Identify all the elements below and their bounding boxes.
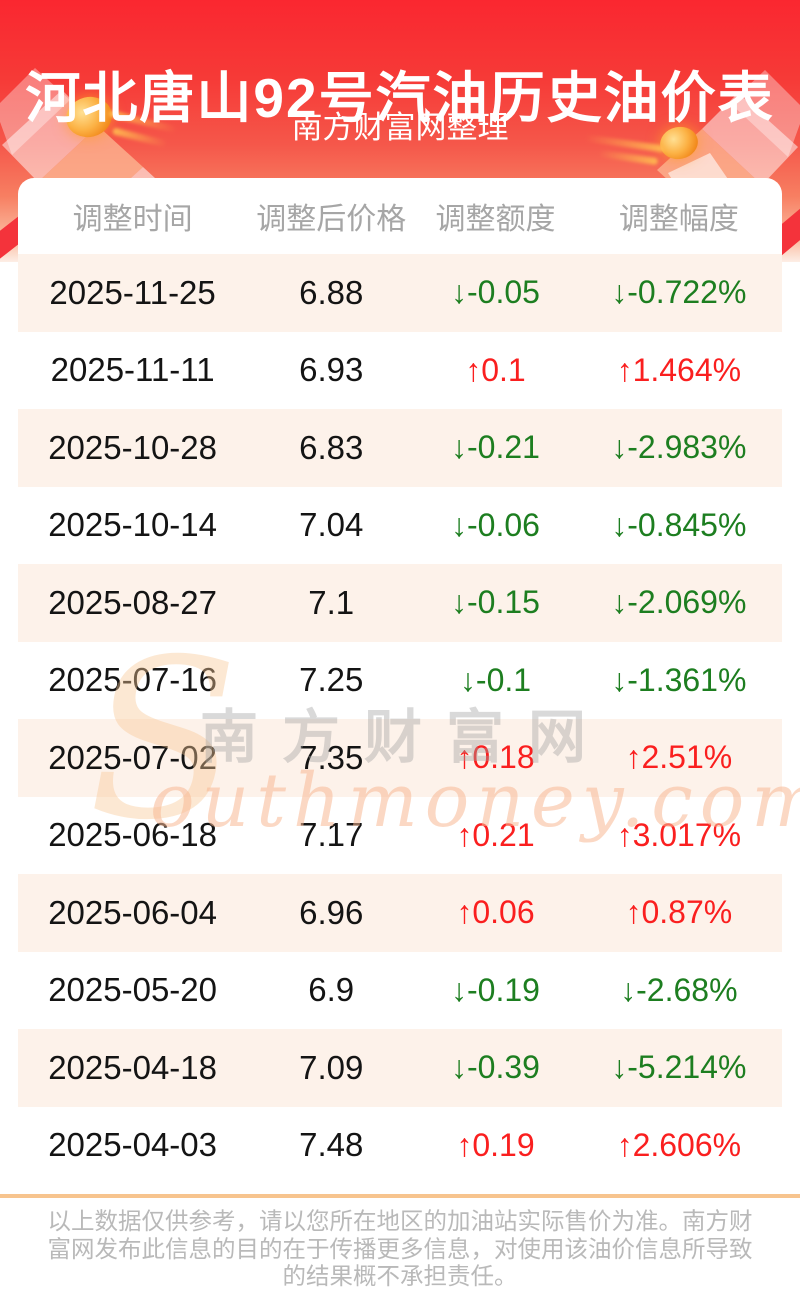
cell-price: 7.09	[299, 1048, 364, 1086]
cell-price: 7.35	[299, 738, 364, 776]
cell-adjust-date: 2025-06-04	[48, 893, 217, 931]
coin-streak-icon	[597, 149, 659, 166]
cell-change-amount: ↑0.1	[465, 351, 526, 388]
cell-adjust-date: 2025-11-25	[49, 273, 216, 311]
cell-change-amount: ↑0.06	[456, 894, 535, 931]
table-row: 2025-06-18 7.17 ↑0.21 ↑3.017%	[18, 797, 782, 875]
cell-price: 7.25	[299, 661, 364, 699]
cell-price: 6.9	[308, 971, 355, 1009]
cell-change-percent: ↑1.464%	[616, 351, 742, 388]
cell-change-amount: ↓-0.1	[459, 661, 532, 698]
cell-change-amount: ↓-0.39	[451, 1049, 540, 1086]
column-header-adjust-range: 调整幅度	[618, 203, 739, 236]
table-row: 2025-10-28 6.83 ↓-0.21 ↓-2.983%	[18, 409, 782, 487]
table-row: 2025-06-04 6.96 ↑0.06 ↑0.87%	[18, 874, 782, 952]
cell-change-amount: ↓-0.06	[451, 506, 540, 543]
cell-adjust-date: 2025-07-16	[48, 661, 217, 699]
cell-change-amount: ↑0.19	[456, 1126, 535, 1163]
cell-change-amount: ↓-0.21	[451, 429, 540, 466]
table-row: 2025-04-18 7.09 ↓-0.39 ↓-5.214%	[18, 1029, 782, 1107]
cell-price: 7.04	[299, 506, 364, 544]
cell-adjust-date: 2025-04-18	[48, 1048, 217, 1086]
table-body: 2025-11-25 6.88 ↓-0.05 ↓-0.722% 2025-11-…	[18, 254, 782, 1184]
cell-change-amount: ↓-0.15	[451, 584, 540, 621]
cell-price: 6.88	[299, 273, 364, 311]
cell-adjust-date: 2025-07-02	[48, 738, 217, 776]
cell-change-percent: ↑0.87%	[625, 894, 733, 931]
table-row: 2025-07-02 7.35 ↑0.18 ↑2.51%	[18, 719, 782, 797]
cell-adjust-date: 2025-10-28	[48, 428, 217, 466]
table-row: 2025-11-11 6.93 ↑0.1 ↑1.464%	[18, 332, 782, 410]
cell-adjust-date: 2025-08-27	[48, 583, 217, 621]
page-subtitle: 南方财富网整理	[291, 110, 509, 145]
cell-change-amount: ↓-0.19	[451, 971, 540, 1008]
table-row: 2025-11-25 6.88 ↓-0.05 ↓-0.722%	[18, 254, 782, 332]
cell-change-percent: ↑2.606%	[616, 1126, 742, 1163]
cell-change-percent: ↑3.017%	[616, 816, 742, 853]
cell-price: 6.96	[299, 893, 364, 931]
column-header-adjust-amount: 调整额度	[435, 203, 556, 236]
table-row: 2025-10-14 7.04 ↓-0.06 ↓-0.845%	[18, 487, 782, 565]
cell-change-percent: ↓-0.845%	[611, 506, 747, 543]
cell-change-percent: ↓-2.68%	[620, 971, 738, 1008]
table-row: 2025-04-03 7.48 ↑0.19 ↑2.606%	[18, 1107, 782, 1185]
cell-price: 6.93	[299, 351, 364, 389]
cell-change-percent: ↓-2.069%	[611, 584, 747, 621]
cell-change-percent: ↓-0.722%	[611, 274, 747, 311]
disclaimer-text: 以上数据仅供参考，请以您所在地区的加油站实际售价为准。南方财富网发布此信息的目的…	[47, 1208, 753, 1289]
table-row: 2025-07-16 7.25 ↓-0.1 ↓-1.361%	[18, 642, 782, 720]
cell-change-percent: ↓-1.361%	[611, 661, 747, 698]
cell-adjust-date: 2025-05-20	[48, 971, 217, 1009]
cell-adjust-date: 2025-10-14	[48, 506, 217, 544]
cell-adjust-date: 2025-11-11	[50, 351, 215, 389]
cell-change-amount: ↑0.21	[456, 816, 535, 853]
footer-divider	[0, 1194, 800, 1198]
cell-price: 7.17	[299, 816, 364, 854]
cell-price: 6.83	[299, 428, 364, 466]
cell-adjust-date: 2025-04-03	[48, 1126, 217, 1164]
cell-change-percent: ↓-2.983%	[611, 429, 747, 466]
table-header-row: 调整时间 调整后价格 调整额度 调整幅度	[18, 178, 782, 254]
table-row: 2025-05-20 6.9 ↓-0.19 ↓-2.68%	[18, 952, 782, 1030]
cell-price: 7.48	[299, 1126, 364, 1164]
cell-change-amount: ↑0.18	[456, 739, 535, 776]
cell-price: 7.1	[308, 583, 355, 621]
column-header-adjust-time: 调整时间	[72, 203, 193, 236]
cell-change-amount: ↓-0.05	[451, 274, 540, 311]
cell-change-percent: ↑2.51%	[625, 739, 733, 776]
price-table-card: 调整时间 调整后价格 调整额度 调整幅度 2025-11-25 6.88 ↓-0…	[18, 178, 782, 1184]
table-row: 2025-08-27 7.1 ↓-0.15 ↓-2.069%	[18, 564, 782, 642]
cell-change-percent: ↓-5.214%	[611, 1049, 747, 1086]
cell-adjust-date: 2025-06-18	[48, 816, 217, 854]
column-header-adjusted-price: 调整后价格	[256, 203, 407, 236]
